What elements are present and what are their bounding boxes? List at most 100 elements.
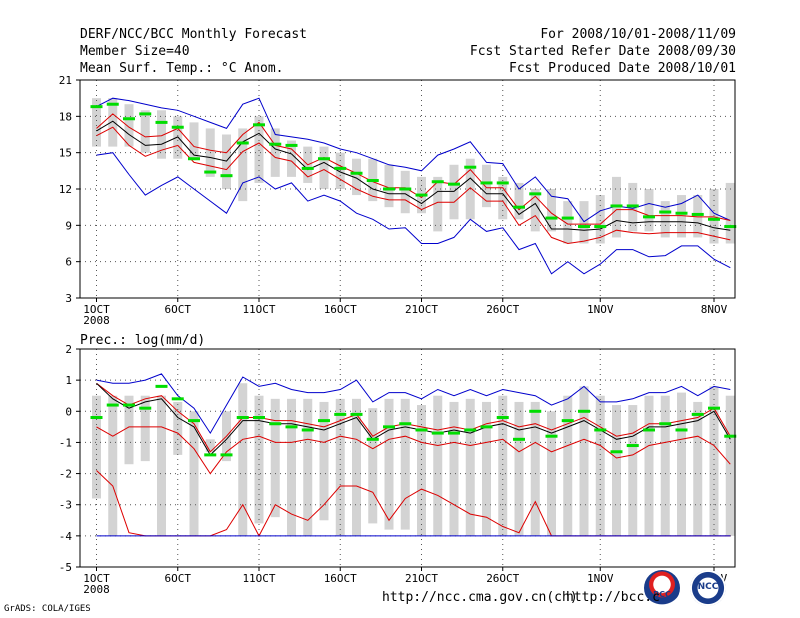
x-tick-label: 11OCT xyxy=(242,572,275,585)
observed-marker xyxy=(334,412,347,416)
y-tick-label: -4 xyxy=(59,530,73,543)
x-tick-label: 21OCT xyxy=(405,572,438,585)
spread-box xyxy=(368,408,378,524)
observed-marker xyxy=(106,403,119,407)
spread-box xyxy=(189,411,199,536)
spread-box xyxy=(173,401,183,455)
spread-box xyxy=(417,405,426,536)
observed-marker xyxy=(155,120,168,124)
spread-box xyxy=(270,398,280,518)
observed-marker xyxy=(350,412,363,416)
produced-date: Fcst Produced Date 2008/10/01 xyxy=(509,61,736,76)
observed-marker xyxy=(171,125,184,129)
observed-marker xyxy=(561,216,574,220)
observed-marker xyxy=(529,192,542,196)
spread-box xyxy=(205,439,215,452)
spread-box xyxy=(579,201,589,244)
spread-box xyxy=(254,116,264,183)
spread-box xyxy=(677,195,686,238)
observed-marker xyxy=(269,422,282,426)
footer-url-bcc[interactable]: http://bcc.c xyxy=(566,590,660,605)
spread-box xyxy=(319,401,329,521)
observed-marker xyxy=(139,406,152,410)
observed-marker xyxy=(578,409,590,413)
spread-box xyxy=(725,182,735,244)
y-tick-label: 3 xyxy=(65,292,72,305)
spread-box xyxy=(628,405,638,536)
observed-marker xyxy=(496,181,509,185)
spread-box xyxy=(352,398,361,536)
spread-box xyxy=(644,189,654,232)
observed-marker xyxy=(448,431,460,435)
observed-marker xyxy=(529,409,542,413)
observed-marker xyxy=(90,416,103,420)
x-tick-label: 6OCT xyxy=(165,303,192,316)
ncc-logo: NCC xyxy=(690,570,726,606)
observed-marker xyxy=(545,434,558,438)
observed-marker xyxy=(675,428,688,432)
observed-marker xyxy=(171,397,184,401)
spread-box xyxy=(612,405,621,536)
observed-marker xyxy=(708,406,720,410)
observed-marker xyxy=(675,211,688,215)
observed-marker xyxy=(204,170,217,174)
spread-box xyxy=(384,398,394,530)
spread-box xyxy=(124,395,134,465)
x-tick-label: 16OCT xyxy=(324,572,357,585)
y-tick-label: -3 xyxy=(59,499,72,512)
y-tick-label: 1 xyxy=(65,374,72,387)
spread-box xyxy=(108,395,118,536)
panel-title-precip: Prec.: log(mm/d) xyxy=(80,333,205,348)
variable-label: Mean Surf. Temp.: °C Anom. xyxy=(80,61,284,76)
observed-marker xyxy=(366,437,379,441)
spread-box xyxy=(287,140,296,177)
observed-marker xyxy=(708,217,720,221)
observed-marker xyxy=(366,179,379,183)
spread-box xyxy=(189,122,199,159)
ncc-logo-text: NCC xyxy=(697,582,719,592)
observed-marker xyxy=(204,453,217,457)
spread-box xyxy=(140,395,150,462)
spread-box xyxy=(140,110,150,153)
series-ensemble-max xyxy=(96,373,731,435)
bcc-logo: BCC xyxy=(644,570,680,606)
spread-box xyxy=(514,182,524,220)
observed-marker xyxy=(626,444,639,448)
observed-marker xyxy=(220,453,233,457)
spread-box xyxy=(482,164,491,208)
observed-marker xyxy=(220,174,233,178)
observed-marker xyxy=(269,142,282,146)
series-ensemble-max xyxy=(96,97,731,223)
series-ensemble-mean xyxy=(96,382,731,456)
x-tick-label: 11OCT xyxy=(242,303,275,316)
observed-marker xyxy=(691,412,704,416)
spread-box xyxy=(222,134,231,189)
spread-box xyxy=(693,195,703,238)
spread-box xyxy=(449,164,459,220)
observed-marker xyxy=(513,205,525,209)
observed-marker xyxy=(301,428,314,432)
observed-marker xyxy=(383,425,395,429)
observed-marker xyxy=(399,187,412,191)
y-tick-label: 0 xyxy=(65,405,72,418)
x-tick-label: 1NOV xyxy=(587,303,614,316)
observed-marker xyxy=(431,431,444,435)
spread-box xyxy=(547,189,556,232)
x-tick-label: 1OCT xyxy=(83,572,110,585)
observed-marker xyxy=(594,225,607,229)
x-tick-label: 1OCT xyxy=(83,303,110,316)
observed-marker xyxy=(188,157,200,161)
observed-marker xyxy=(253,123,265,127)
spread-box xyxy=(92,395,101,499)
observed-marker xyxy=(318,157,330,161)
observed-marker xyxy=(90,105,103,109)
series-ensemble-mean xyxy=(96,120,731,231)
spread-box xyxy=(660,201,670,238)
observed-marker xyxy=(724,434,737,438)
observed-marker xyxy=(301,166,314,170)
observed-marker xyxy=(626,204,639,208)
y-tick-label: 12 xyxy=(59,183,72,196)
footer-url-ncc[interactable]: http://ncc.cma.gov.cn(ch) xyxy=(382,590,578,605)
y-tick-label: 15 xyxy=(59,147,72,160)
spread-box xyxy=(677,392,686,536)
